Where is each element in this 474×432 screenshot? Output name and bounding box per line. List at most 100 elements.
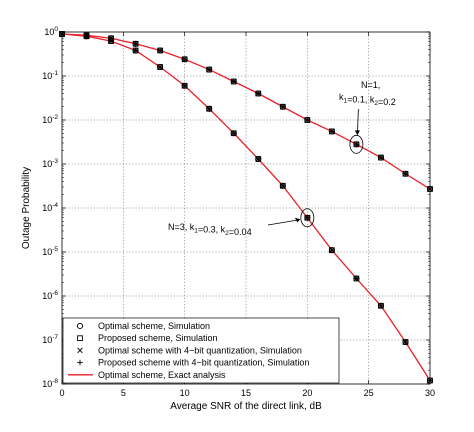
marker-plus xyxy=(108,38,114,44)
marker-x xyxy=(77,347,83,354)
curve-n-1 xyxy=(61,33,431,190)
data-point xyxy=(304,116,311,124)
y-tick-label: 10-6 xyxy=(42,290,58,301)
marker-plus xyxy=(304,214,311,221)
marker-plus xyxy=(402,339,409,345)
data-point xyxy=(206,105,213,112)
marker-plus xyxy=(157,64,163,70)
marker-circle xyxy=(76,322,84,330)
marker-plus xyxy=(378,302,384,309)
legend-entry: Optimal scheme, Exact analysis xyxy=(98,370,226,380)
marker-plus xyxy=(83,33,90,40)
legend-symbol xyxy=(77,347,83,354)
marker-plus xyxy=(77,359,83,366)
analysis-curves xyxy=(61,33,431,381)
legend-box xyxy=(62,317,340,384)
x-tick-label: 10 xyxy=(180,388,190,398)
y-tick-label: 10-5 xyxy=(42,246,58,257)
y-tick-label: 10-8 xyxy=(42,378,58,389)
legend-entry: Proposed scheme with 4−bit quantization,… xyxy=(98,358,309,368)
legend-entry: Optimal scheme with 4−bit quantization, … xyxy=(98,345,302,355)
annotation-ellipse-n1 xyxy=(349,134,364,154)
data-point xyxy=(157,47,164,54)
legend: Optimal scheme, Simulation Proposed schem… xyxy=(62,317,340,384)
marker-plus xyxy=(206,66,212,73)
x-tick-label: 0 xyxy=(59,388,64,398)
data-point xyxy=(377,154,384,161)
marker-plus xyxy=(329,247,335,253)
data-point xyxy=(230,78,237,85)
marker-plus xyxy=(157,47,163,54)
marker-plus xyxy=(378,154,384,161)
data-point xyxy=(108,38,115,45)
legend-symbol xyxy=(76,322,84,330)
grid-lines xyxy=(62,32,430,384)
annotation-arrow-n3 xyxy=(267,219,300,226)
y-tick-label: 100 xyxy=(44,26,58,37)
data-point xyxy=(402,170,409,177)
x-tick-label: 30 xyxy=(425,388,435,398)
marker-plus xyxy=(206,105,212,112)
data-point xyxy=(83,33,90,40)
marker-plus xyxy=(304,117,311,123)
marker-plus xyxy=(230,130,237,137)
annotations: N=1, k1=0.1, k2=0.2 N=3, k1=0.3, k2=0.04 xyxy=(168,80,396,237)
annotation-arrowhead-n1 xyxy=(354,130,360,136)
x-axis-label: Average SNR of the direct link, dB xyxy=(170,401,322,412)
data-point xyxy=(377,302,384,309)
data-point xyxy=(230,130,237,137)
x-tick-label: 20 xyxy=(302,388,312,398)
curve-n-3 xyxy=(61,33,431,381)
data-point xyxy=(132,40,139,47)
legend-entry: Optimal scheme, Simulation xyxy=(98,321,210,331)
annotation-text-n1: N=1, xyxy=(361,80,380,90)
x-tick-label: 15 xyxy=(241,388,251,398)
annotation-arrowhead-n3 xyxy=(294,217,301,223)
legend-entry: Proposed scheme, Simulation xyxy=(98,333,218,343)
legend-symbol xyxy=(77,335,83,342)
marker-plus xyxy=(230,78,237,85)
data-point xyxy=(157,63,164,71)
marker-plus xyxy=(353,275,360,282)
marker-plus xyxy=(329,128,335,135)
data-point xyxy=(279,182,286,189)
data-point xyxy=(181,56,188,63)
data-point xyxy=(181,82,188,89)
data-point xyxy=(353,141,360,148)
marker-plus xyxy=(353,141,360,148)
legend-symbol xyxy=(77,359,83,366)
marker-plus xyxy=(255,90,262,97)
marker-plus xyxy=(280,182,286,189)
y-tick-label: 10-4 xyxy=(42,202,58,213)
data-point xyxy=(353,275,360,282)
data-point xyxy=(328,247,335,254)
marker-plus xyxy=(181,82,188,89)
marker-plus xyxy=(255,156,262,162)
data-point xyxy=(402,338,409,346)
marker-plus xyxy=(280,103,286,110)
marker-plus xyxy=(181,56,188,63)
y-tick-label: 10-1 xyxy=(42,70,58,81)
marker-plus xyxy=(132,47,139,54)
x-tick-label: 5 xyxy=(121,388,126,398)
annotation-ellipse-n3 xyxy=(300,208,315,228)
data-point xyxy=(255,155,262,163)
marker-plus xyxy=(402,170,409,177)
data-point xyxy=(279,103,286,110)
annotation-arrow-n1 xyxy=(357,108,359,135)
y-axis-label: Outage Probability xyxy=(21,167,32,249)
annotation-text-n1: k1=0.1, k2=0.2 xyxy=(339,92,396,107)
marker-square xyxy=(77,335,83,342)
y-tick-label: 10-2 xyxy=(42,114,58,125)
marker-plus xyxy=(132,40,139,47)
annotation-text-n3: N=3, k1=0.3, k2=0.04 xyxy=(168,222,252,237)
y-tick-label: 10-7 xyxy=(42,334,58,345)
data-point xyxy=(328,128,335,135)
data-point xyxy=(132,47,139,54)
y-tick-label: 10-3 xyxy=(42,158,58,169)
data-point xyxy=(304,214,311,221)
x-tick-label: 25 xyxy=(364,388,374,398)
data-point xyxy=(255,90,262,97)
data-point xyxy=(206,66,213,73)
